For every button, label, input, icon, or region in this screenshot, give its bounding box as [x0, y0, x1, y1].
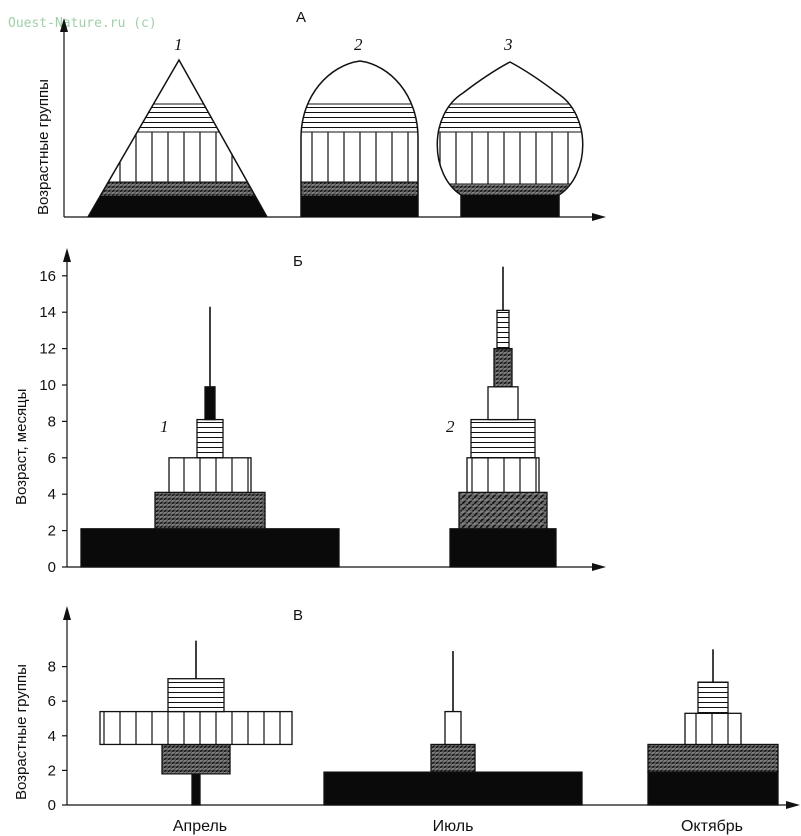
- pyramid-a1: [88, 60, 267, 217]
- b1-layer-3: [196, 418, 224, 459]
- panel-b-ylabel: Возраст, месяцы: [13, 389, 30, 505]
- a1-layer-old: [88, 104, 267, 132]
- panel-b-x-arrow: [592, 563, 606, 571]
- c-april-layer-3: [167, 678, 225, 713]
- panel-c: В Возрастные группы 0 2 4 6 8 Апрель Июль Ок…: [13, 606, 800, 835]
- pyramid-b1-label: 1: [160, 417, 169, 436]
- b1-layer-4: [204, 386, 216, 421]
- b2-layer-6: [496, 309, 510, 350]
- y-tick-label: 8: [48, 659, 56, 676]
- b2-layer-4: [487, 386, 519, 421]
- pyramid-a2: [301, 61, 418, 217]
- panel-a-letter: А: [296, 9, 306, 26]
- panel-a: А Возрастные группы 1: [35, 9, 606, 221]
- panel-b: Б Возраст, месяцы 0 2 4 6 8 10 12 14 16 1 2: [13, 248, 606, 576]
- b2-layer-2: [466, 457, 540, 494]
- b2-layer-3: [470, 418, 536, 459]
- panel-c-x-arrow: [786, 801, 800, 809]
- c-october-layer-0: [647, 771, 779, 806]
- y-tick-label: 16: [39, 268, 56, 285]
- y-tick-label: 2: [48, 523, 56, 540]
- panel-c-bars: [99, 640, 779, 806]
- y-tick-label: 4: [48, 728, 56, 745]
- c-october-layer-2: [684, 712, 742, 746]
- panel-a-y-arrow: [60, 18, 68, 32]
- a1-layer-juvenile: [88, 196, 267, 217]
- panel-b-bars: [80, 266, 557, 568]
- b2-layer-1: [458, 491, 548, 530]
- y-tick-label: 12: [39, 341, 56, 358]
- c-april-layer-0: [191, 773, 201, 806]
- b1-layer-0: [80, 528, 340, 568]
- pyramid-b2-label: 2: [446, 417, 455, 436]
- y-tick-label: 2: [48, 762, 56, 779]
- b1-layer-2: [168, 457, 252, 494]
- panel-c-letter: В: [293, 607, 303, 624]
- panel-a-ylabel: Возрастные группы: [35, 79, 52, 215]
- c-july-layer-0: [323, 771, 583, 806]
- c-october-layer-3: [697, 681, 729, 714]
- y-tick-label: 0: [48, 797, 56, 814]
- c-july-layer-2: [444, 710, 462, 746]
- pyramid-a3-label: 3: [503, 35, 513, 54]
- pyramid-a3: [437, 62, 583, 217]
- y-tick-label: 6: [48, 450, 56, 467]
- xlabel-april: Апрель: [173, 818, 227, 835]
- c-july-layer-1: [430, 743, 476, 773]
- a1-layer-mature: [88, 132, 267, 182]
- b1-layer-1: [154, 491, 266, 530]
- b2-layer-5: [493, 347, 513, 388]
- y-tick-label: 8: [48, 413, 56, 430]
- a1-layer-young: [88, 182, 267, 196]
- c-april-layer-1: [161, 743, 231, 775]
- watermark: Ouest-Nature.ru (c): [8, 16, 157, 31]
- pyramid-a2-label: 2: [354, 35, 363, 54]
- xlabel-october: Октябрь: [681, 818, 743, 835]
- panel-a-x-arrow: [592, 213, 606, 221]
- y-tick-label: 14: [39, 304, 56, 321]
- panel-c-y-arrow: [63, 606, 71, 620]
- panel-b-ticks: 0 2 4 6 8 10 12 14 16: [39, 268, 67, 576]
- panel-c-ylabel: Возрастные группы: [13, 664, 30, 800]
- b2-layer-0: [449, 528, 557, 568]
- y-tick-label: 4: [48, 486, 56, 503]
- panel-c-ticks: 0 2 4 6 8: [48, 659, 67, 814]
- c-october-layer-1: [647, 743, 779, 773]
- c-april-layer-2: [99, 710, 293, 746]
- xlabel-july: Июль: [433, 818, 474, 835]
- panel-b-letter: Б: [293, 253, 303, 270]
- y-tick-label: 10: [39, 377, 56, 394]
- y-tick-label: 0: [48, 559, 56, 576]
- panel-b-y-arrow: [63, 248, 71, 262]
- pyramid-a1-label: 1: [174, 35, 183, 54]
- y-tick-label: 6: [48, 693, 56, 710]
